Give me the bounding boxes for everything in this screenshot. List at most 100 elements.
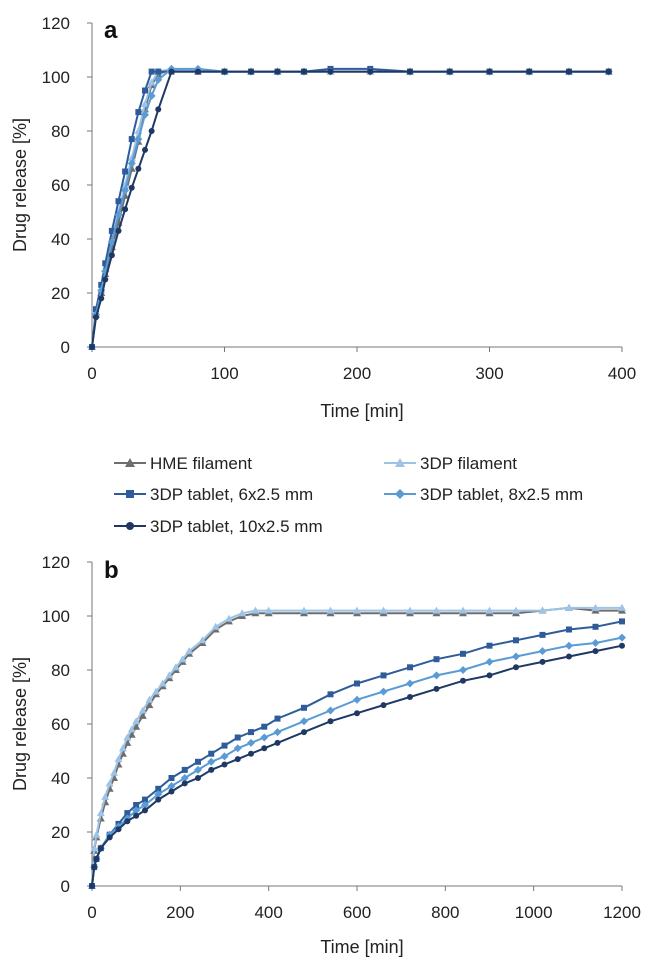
data-point [91,864,98,871]
data-point [145,695,154,703]
legend-marker [126,522,134,530]
legend-marker [395,458,405,467]
series-line [91,67,609,348]
data-point [221,68,228,75]
data-point [485,606,494,614]
x-tick-label: 1000 [515,903,553,922]
data-point [605,68,612,75]
data-point [167,782,176,791]
series-line [91,67,609,348]
data-point [301,68,307,75]
x-axis-title: Time [min] [320,937,403,957]
data-point [127,159,136,168]
data-point [432,671,441,680]
data-point [106,834,113,841]
data-point [102,260,109,267]
data-point [485,657,494,666]
data-point [248,729,254,736]
data-point [154,75,163,84]
data-point [168,68,175,75]
y-tick-label: 100 [42,68,70,87]
y-tick-label: 20 [51,284,70,303]
data-point [211,622,220,630]
data-point [566,626,572,633]
series-line [91,67,609,348]
data-point [133,812,140,819]
legend-label: 3DP tablet, 6x2.5 mm [150,485,313,504]
data-point [92,306,99,313]
data-point [89,344,95,350]
data-point [178,655,187,663]
data-point [138,711,147,719]
data-point [327,691,334,698]
data-point [155,796,162,803]
data-point [123,733,132,741]
data-point [224,614,233,622]
data-point [124,810,131,817]
data-point [221,742,228,749]
data-point [618,633,626,642]
y-tick-label: 40 [51,230,70,249]
series-3dp-tablet-10x2-5-mm [89,68,612,350]
legend-marker [125,458,135,467]
data-point [180,774,189,782]
legend: HME filament 3DP filament 3DP tablet, 6x2.… [114,454,583,536]
data-point [433,685,440,692]
data-point [539,658,546,665]
data-point [327,68,334,75]
data-point [539,631,546,638]
data-point [115,227,122,234]
data-point [92,314,99,321]
data-point [538,606,547,614]
data-point [208,750,215,757]
x-tick-label: 400 [608,364,636,383]
series-3dp-filament [88,603,626,889]
data-point [566,68,572,75]
data-point [221,761,228,768]
data-point [261,745,268,752]
data-point [97,845,104,852]
data-point [354,680,360,687]
data-point [234,756,241,763]
data-point [152,687,161,695]
data-point [300,606,308,614]
data-point [147,91,156,100]
data-point [154,790,163,799]
y-tick-label: 100 [42,607,70,626]
data-point [122,206,129,213]
data-point [141,100,149,107]
series-3dp-tablet-6x2-5-mm [89,618,625,889]
data-point [96,809,105,817]
data-point [115,826,122,833]
data-point [101,792,110,800]
data-point [107,237,116,246]
data-point [168,775,175,781]
data-point [168,788,175,795]
series-line [91,67,609,348]
data-point [133,802,140,808]
data-point [145,701,154,709]
data-point [122,168,129,175]
legend-label: 3DP tablet, 8x2.5 mm [420,485,583,504]
data-point [121,186,130,195]
data-point [181,780,188,787]
legend-label: 3DP filament [420,454,517,473]
data-point [141,110,149,119]
data-point [327,718,334,725]
series-hme-filament [88,603,626,889]
data-point [132,722,141,730]
data-point [248,750,254,757]
data-point [261,723,268,730]
data-point [195,775,201,781]
series-3dp-filament [88,64,613,350]
data-point [127,725,136,733]
data-point [128,136,135,143]
x-tick-label: 800 [431,903,459,922]
legend-label: HME filament [150,454,252,473]
legend-item-3dp-tablet-10x2-5-mm: 3DP tablet, 10x2.5 mm [114,517,323,536]
legend-marker [126,490,134,498]
data-point [592,623,599,630]
data-point [301,704,307,711]
